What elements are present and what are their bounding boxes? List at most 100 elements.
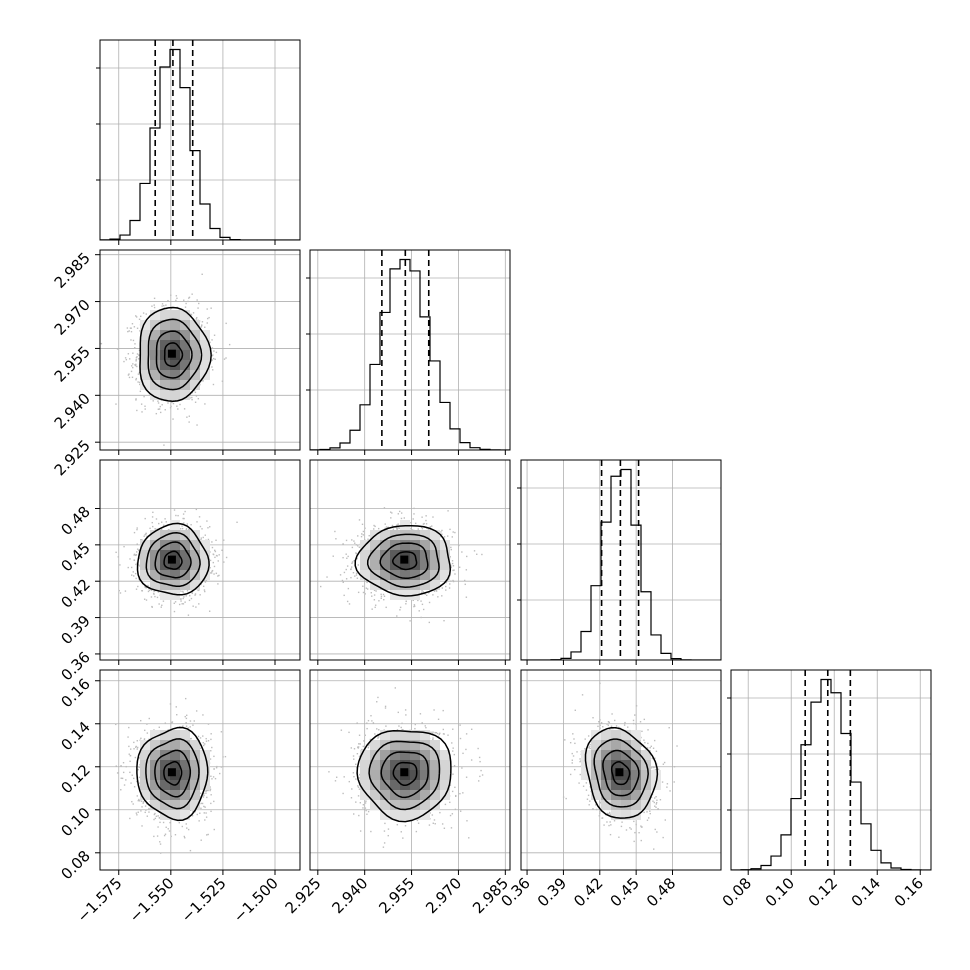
scatter-point <box>647 817 650 819</box>
density-cell <box>430 530 440 540</box>
scatter-point <box>146 535 148 537</box>
scatter-point <box>180 600 182 602</box>
scatter-point <box>420 600 422 602</box>
scatter-point <box>438 733 441 735</box>
density-cell <box>150 370 160 380</box>
scatter-point <box>373 599 376 601</box>
scatter-point <box>184 510 186 513</box>
scatter-point <box>174 601 177 603</box>
density-cell <box>140 340 150 350</box>
density-cell <box>150 350 160 360</box>
scatter-point <box>223 358 226 360</box>
scatter-point <box>437 718 440 720</box>
scatter-point <box>184 306 187 308</box>
scatter-point <box>435 590 438 592</box>
scatter-point <box>210 572 213 574</box>
scatter-point <box>194 810 196 813</box>
density-cell <box>170 800 180 810</box>
scatter-point <box>399 527 401 530</box>
scatter-point <box>668 727 670 729</box>
scatter-point <box>366 722 368 724</box>
scatter-point <box>367 719 370 722</box>
scatter-point <box>404 825 407 827</box>
scatter-point <box>443 619 445 622</box>
contour-line <box>163 342 184 368</box>
scatter-point <box>417 822 420 824</box>
scatter-point <box>441 595 443 597</box>
scatter-point <box>215 539 217 541</box>
peak-marker <box>615 768 624 777</box>
x-tick-label: 2.925 <box>282 874 325 917</box>
scatter-point <box>195 318 198 320</box>
scatter-point <box>382 846 385 848</box>
scatter-point <box>215 572 218 575</box>
scatter-point <box>351 539 353 541</box>
scatter-point <box>410 527 412 530</box>
density-cell <box>360 550 370 560</box>
scatter-point <box>199 792 202 794</box>
scatter-point <box>449 555 451 558</box>
density-cell <box>390 780 400 790</box>
scatter-point <box>334 780 337 782</box>
scatter-point <box>435 589 437 591</box>
scatter-point <box>396 529 399 531</box>
scatter-point <box>141 411 143 413</box>
scatter-point <box>452 569 454 572</box>
scatter-point <box>676 745 678 747</box>
scatter-point <box>413 513 415 515</box>
scatter-point <box>189 849 192 852</box>
density-cell <box>591 780 601 790</box>
peak-marker <box>400 555 409 564</box>
x-tick-label: 0.42 <box>570 874 606 910</box>
scatter-point <box>572 755 575 757</box>
scatter-point <box>196 316 198 319</box>
density-cell <box>621 730 631 740</box>
scatter-point <box>402 837 404 839</box>
scatter-point <box>127 374 130 376</box>
density-cell <box>420 730 430 740</box>
scatter-point <box>355 763 357 765</box>
scatter-point <box>454 808 457 811</box>
scatter-point <box>135 399 137 401</box>
scatter-point <box>446 535 449 537</box>
y-tick-label: 0.08 <box>57 847 93 883</box>
scatter-point <box>163 834 166 837</box>
contour-line <box>392 761 418 787</box>
density-cell <box>621 800 631 810</box>
scatter-point <box>369 738 372 741</box>
scatter-point <box>138 383 141 386</box>
scatter-point <box>453 569 455 571</box>
scatter-point <box>194 594 196 596</box>
scatter-point <box>189 726 191 728</box>
scatter-point <box>156 835 159 837</box>
scatter-point <box>368 534 370 537</box>
scatter-point <box>452 747 454 749</box>
scatter-point <box>211 347 214 349</box>
scatter-point <box>188 296 191 299</box>
scatter-point <box>588 747 590 749</box>
scatter-point <box>142 801 145 803</box>
scatter-point <box>384 705 387 708</box>
scatter-point <box>451 742 453 744</box>
scatter-point <box>425 519 427 522</box>
scatter-point <box>129 358 131 360</box>
scatter-point <box>213 334 216 336</box>
density-cell <box>190 560 200 570</box>
scatter-point <box>135 379 137 381</box>
density-cell <box>420 770 430 780</box>
density-cell <box>591 790 601 800</box>
scatter-point <box>639 721 642 723</box>
scatter-point <box>425 523 428 525</box>
scatter-point <box>428 601 431 604</box>
scatter-point <box>428 621 431 624</box>
scatter-point <box>205 812 207 814</box>
scatter-point <box>595 808 598 811</box>
density-cell <box>200 770 210 780</box>
density-cell <box>150 340 160 350</box>
scatter-point <box>652 747 655 749</box>
scatter-point <box>138 349 141 352</box>
density-cell <box>170 390 180 400</box>
density-cell <box>390 730 400 740</box>
scatter-point <box>335 776 338 778</box>
scatter-point <box>160 606 162 608</box>
